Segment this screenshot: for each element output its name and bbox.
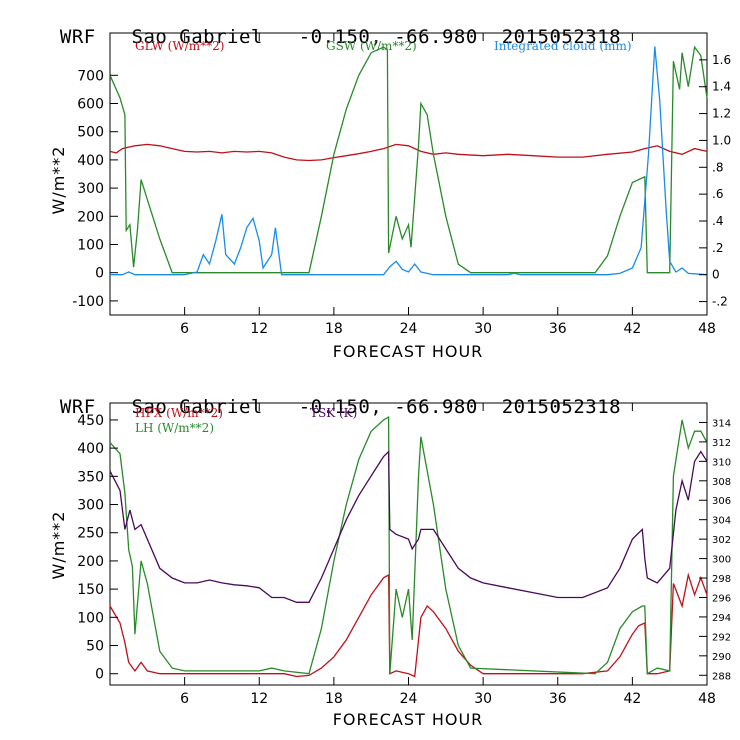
series-line-tsk (109, 450, 708, 603)
x-tick-label: 12 (250, 321, 268, 337)
x-tick-label: 24 (400, 691, 418, 707)
series-line-hfx (109, 572, 708, 678)
panel1-header: WRF Sao Gabriel -0.150, -66.980 20150523… (36, 4, 621, 48)
panel1-date: 2015052318 (501, 26, 622, 48)
panel1-ylabel: W/m**2 (49, 146, 68, 215)
panel2-model: WRF (59, 396, 96, 418)
panel1-xlabel: FORECAST HOUR (333, 342, 484, 361)
panel2-frame (109, 402, 708, 686)
y2-tick-label: -.2 (712, 295, 728, 309)
x-tick-label: 36 (549, 321, 567, 337)
y-tick-label: 300 (77, 181, 104, 197)
legend-hfx: HFX (W/m**2) (135, 406, 223, 420)
panel2-coords: -0.150, -66.980 (298, 396, 478, 418)
y2-tick-label: 300 (712, 555, 731, 566)
y2-tick-label: 294 (712, 613, 731, 624)
panel2-station: Sao Gabriel (131, 396, 263, 418)
y-tick-label: 700 (77, 68, 104, 84)
y2-tick-label: 298 (712, 574, 731, 585)
legend-cloud: Integrated cloud (mm) (494, 39, 632, 53)
x-tick-label: 18 (325, 691, 343, 707)
y2-tick-label: .8 (712, 160, 723, 174)
panel2-axes: 6 12 18 24 30 36 42 48 0 50 100 150 200 250 300 350 400 4… (77, 403, 731, 707)
y-tick-label: 0 (95, 667, 104, 683)
y-tick-label: 400 (77, 153, 104, 169)
series-line-glw (109, 143, 708, 162)
y2-tick-label: 1.4 (712, 80, 731, 94)
panel2-series (109, 415, 708, 678)
y2-tick-label: 288 (712, 671, 731, 682)
panel2-chart: 6 12 18 24 30 36 42 48 0 50 100 150 200 250 300 350 400 4… (49, 402, 731, 729)
x-tick-label: 48 (698, 691, 716, 707)
y2-tick-label: 296 (712, 593, 731, 604)
series-line-integrated-cloud (110, 46, 708, 276)
x-tick-label: 48 (698, 321, 716, 337)
panel2-ylabel: W/m**2 (49, 511, 68, 580)
y2-tick-label: 310 (712, 457, 731, 468)
y2-tick-label: .6 (712, 187, 723, 201)
x-tick-label: 30 (474, 321, 492, 337)
y2-tick-label: 308 (712, 477, 731, 488)
series-line-gsw (109, 45, 708, 274)
y-tick-label: 200 (77, 209, 104, 225)
panel1-chart: 6 12 18 24 30 36 42 48 -100 0 100 200 300 400 500 600 70… (49, 32, 731, 361)
legend-tsk: TSK (K) (310, 406, 357, 420)
y-tick-label: 250 (77, 526, 104, 542)
x-tick-label: 12 (250, 691, 268, 707)
x-tick-label: 42 (623, 321, 641, 337)
panel1-series (109, 45, 708, 276)
x-tick-label: 30 (474, 691, 492, 707)
y-tick-label: 50 (86, 639, 104, 655)
y-tick-label: 400 (77, 441, 104, 457)
y-tick-label: 500 (77, 125, 104, 141)
y2-tick-label: 1.2 (712, 107, 731, 121)
y-tick-label: 450 (77, 413, 104, 429)
legend-glw: GLW (W/m**2) (135, 39, 224, 53)
y2-tick-label: 292 (712, 632, 731, 643)
panel1-axes: 6 12 18 24 30 36 42 48 -100 0 100 200 300 400 500 600 70… (72, 33, 731, 337)
y-tick-label: 300 (77, 498, 104, 514)
x-tick-label: 18 (325, 321, 343, 337)
y-tick-label: 600 (77, 97, 104, 113)
y-tick-label: 150 (77, 582, 104, 598)
legend-lh: LH (W/m**2) (135, 421, 214, 435)
x-tick-label: 36 (549, 691, 567, 707)
y-tick-label: 100 (77, 238, 104, 254)
y2-tick-label: .4 (712, 214, 723, 228)
x-tick-label: 6 (180, 691, 189, 707)
y2-tick-label: 1.0 (712, 133, 731, 147)
y2-tick-label: 0 (712, 268, 720, 282)
x-tick-label: 6 (180, 321, 189, 337)
y2-tick-label: 314 (712, 418, 731, 429)
panel1-model: WRF (59, 26, 96, 48)
y2-tick-label: 1.6 (712, 53, 731, 67)
panel2-date: 2015052318 (501, 396, 622, 418)
panel1-station: Sao Gabriel (131, 26, 263, 48)
y-tick-label: 0 (95, 266, 104, 282)
y2-tick-label: 312 (712, 438, 731, 449)
panel2-xlabel: FORECAST HOUR (333, 710, 484, 729)
y2-tick-label: 290 (712, 652, 731, 663)
legend-gsw: GSW (W/m**2) (326, 39, 417, 53)
series-line-lh (109, 415, 708, 675)
y-tick-label: 100 (77, 610, 104, 626)
y2-tick-label: .2 (712, 241, 723, 255)
y2-tick-label: 302 (712, 535, 731, 546)
x-tick-label: 42 (623, 691, 641, 707)
panel2-header: WRF Sao Gabriel -0.150, -66.980 20150523… (36, 374, 621, 418)
y-tick-label: 200 (77, 554, 104, 570)
y2-tick-label: 306 (712, 496, 731, 507)
panel1-coords: -0.150, -66.980 (298, 26, 478, 48)
y-tick-label: 350 (77, 469, 104, 485)
y-tick-label: -100 (72, 294, 104, 310)
x-tick-label: 24 (400, 321, 418, 337)
y2-tick-label: 304 (712, 516, 731, 527)
